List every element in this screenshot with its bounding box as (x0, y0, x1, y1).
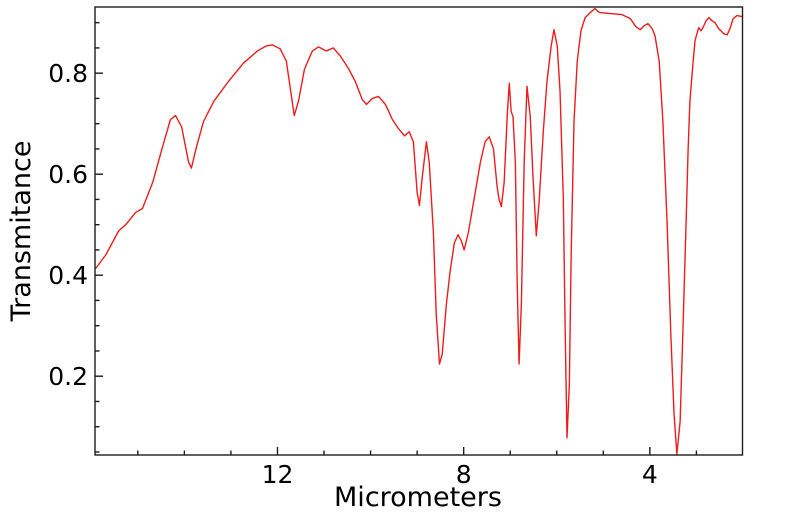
y-tick-label: 0.2 (48, 362, 88, 391)
x-tick-label: 12 (262, 460, 294, 489)
x-tick-label: 8 (456, 460, 472, 489)
x-axis-label: Micrometers (334, 482, 502, 513)
spectrum-line (95, 7, 743, 455)
tick-labels: 12 8 4 0.2 0.4 0.6 0.8 (48, 59, 658, 489)
y-tick-label: 0.4 (48, 261, 88, 290)
y-axis-label: Transmitance (6, 141, 37, 323)
y-tick-label: 0.8 (48, 59, 88, 88)
plot-border (94, 6, 744, 456)
axis-ticks (95, 21, 698, 455)
y-tick-label: 0.6 (48, 160, 88, 189)
x-tick-label: 4 (642, 460, 658, 489)
